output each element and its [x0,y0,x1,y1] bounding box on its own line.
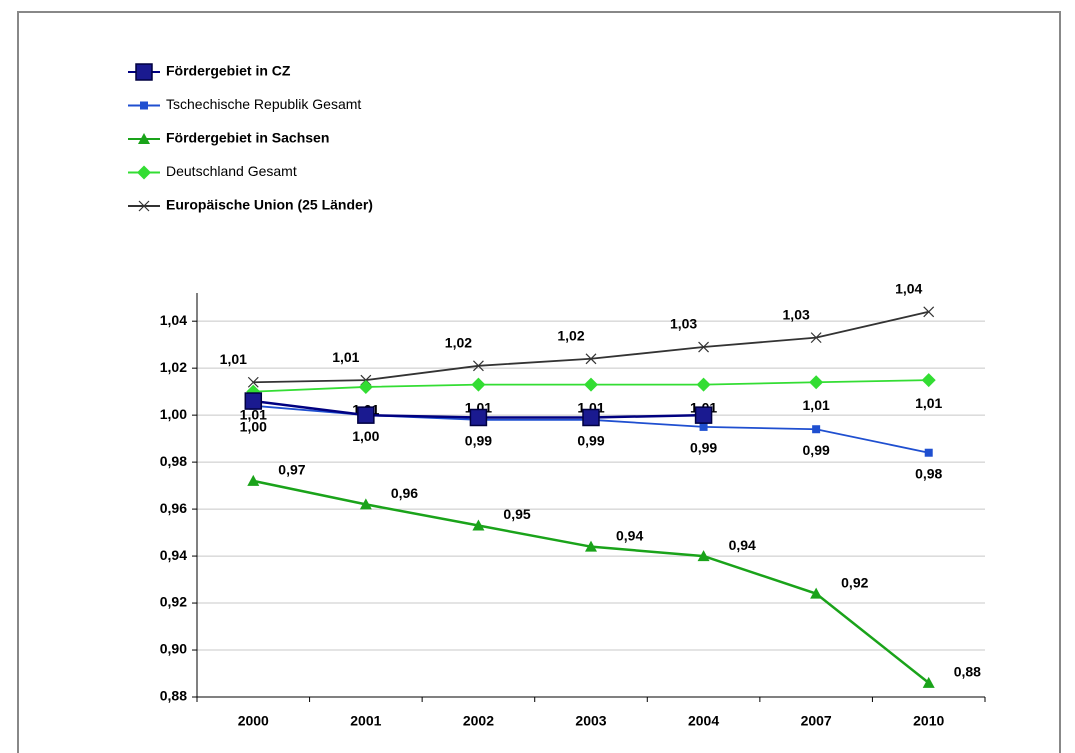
legend-label: Fördergebiet in CZ [166,63,291,79]
marker [469,408,488,427]
y-tick-label: 0,96 [160,500,187,516]
data-label: 0,99 [690,440,717,456]
marker [244,392,263,410]
marker [247,474,260,486]
marker [247,376,259,388]
x-tick-label: 2002 [463,713,494,729]
y-tick-label: 0,92 [160,594,187,610]
data-label: 1,01 [803,397,830,413]
y-tick-label: 0,94 [160,547,187,563]
data-label: 0,88 [954,664,981,680]
data-label: 1,00 [240,418,267,434]
marker [921,373,936,388]
marker [138,133,150,144]
legend-label: Deutschland Gesamt [166,163,297,179]
marker [582,408,600,427]
marker [810,587,823,599]
data-label: 0,92 [841,574,868,590]
marker [473,360,484,372]
y-tick-label: 0,98 [160,453,187,469]
x-tick-label: 2010 [913,713,944,729]
marker [812,425,821,434]
marker [924,448,933,457]
y-tick-label: 1,00 [160,406,187,422]
data-label: 0,99 [577,433,604,449]
marker [584,377,598,392]
data-label: 1,01 [915,395,942,411]
marker [585,353,597,365]
data-label: 0,94 [729,537,756,553]
marker [699,422,708,431]
marker [585,540,597,552]
data-label: 1,02 [445,335,472,351]
y-tick-label: 1,02 [160,359,187,375]
data-label: 1,01 [220,351,247,367]
marker [138,200,150,212]
data-label: 0,95 [503,506,530,522]
marker [696,377,711,392]
marker [471,377,486,392]
marker [359,498,372,510]
data-label: 1,01 [240,406,267,422]
x-tick-label: 2001 [350,713,381,729]
marker [358,379,373,394]
legend-label: Europäische Union (25 Länder) [166,197,373,213]
legend-label: Fördergebiet in Sachsen [166,130,329,146]
data-label: 0,96 [391,485,418,501]
data-label: 1,02 [557,327,584,343]
data-label: 0,99 [465,433,492,449]
marker [923,306,935,318]
data-label: 1,03 [783,306,810,322]
marker [809,375,824,390]
marker [137,165,151,180]
marker [810,332,822,344]
data-label: 0,99 [803,442,830,458]
y-tick-label: 0,88 [160,688,187,704]
x-tick-label: 2003 [575,713,606,729]
marker [472,519,485,531]
marker [140,101,148,110]
marker [135,63,153,81]
x-tick-label: 2000 [238,713,269,729]
marker [697,550,710,562]
x-tick-label: 2004 [688,713,719,729]
marker [694,406,713,424]
x-tick-label: 2007 [801,713,832,729]
marker [698,341,709,353]
data-label: 1,00 [352,428,379,444]
marker [357,406,375,424]
data-label: 0,98 [915,465,942,481]
data-label: 1,04 [895,280,922,296]
legend-label: Tschechische Republik Gesamt [166,96,361,112]
marker [922,676,935,688]
chart-frame [17,11,1061,753]
data-label: 1,03 [670,316,697,332]
data-label: 0,97 [278,462,305,478]
y-tick-label: 1,04 [160,312,187,328]
data-label: 1,01 [332,349,359,365]
y-tick-label: 0,90 [160,641,187,657]
data-label: 0,94 [616,527,643,543]
